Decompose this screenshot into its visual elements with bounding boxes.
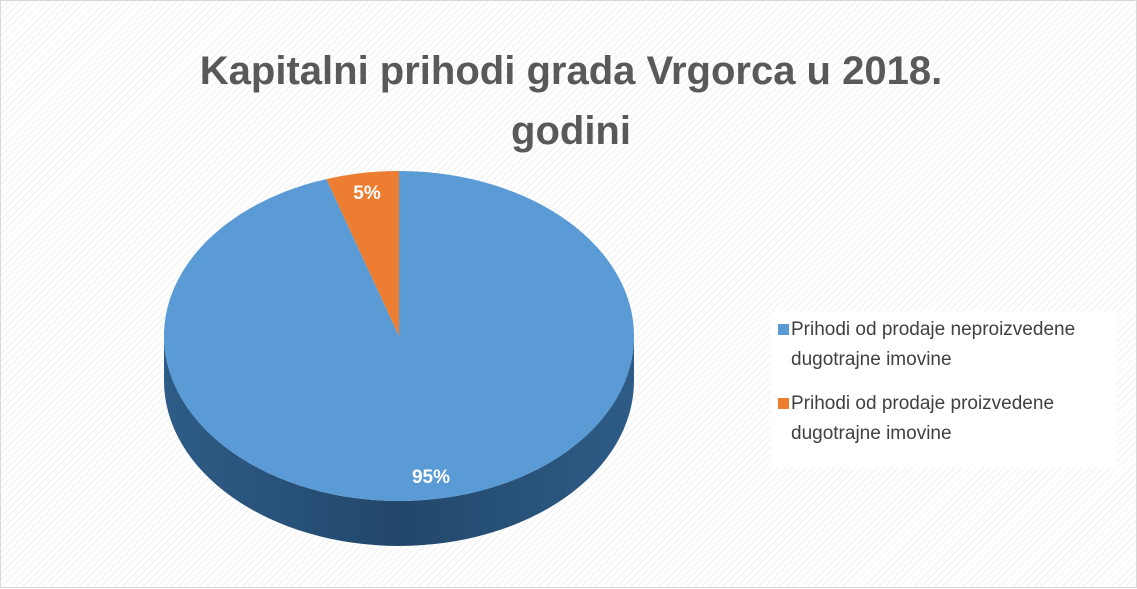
data-label: 5% bbox=[353, 183, 381, 204]
legend: Prihodi od prodaje neproizvedene dugotra… bbox=[771, 311, 1116, 467]
data-label: 95% bbox=[412, 467, 450, 488]
legend-label: Prihodi od prodaje proizvedene dugotrajn… bbox=[791, 393, 1055, 444]
legend-item: Prihodi od prodaje neproizvedene dugotra… bbox=[771, 315, 1116, 375]
legend-label: Prihodi od prodaje neproizvedene dugotra… bbox=[791, 319, 1076, 370]
pie-side bbox=[164, 336, 634, 546]
legend-item: Prihodi od prodaje proizvedene dugotrajn… bbox=[771, 389, 1116, 449]
legend-swatch bbox=[778, 324, 789, 335]
chart-title: Kapitalni prihodi grada Vrgorca u 2018. … bbox=[199, 49, 943, 153]
legend-swatch bbox=[778, 398, 789, 409]
pie-slice bbox=[326, 171, 399, 336]
pie-slice bbox=[163, 171, 634, 501]
